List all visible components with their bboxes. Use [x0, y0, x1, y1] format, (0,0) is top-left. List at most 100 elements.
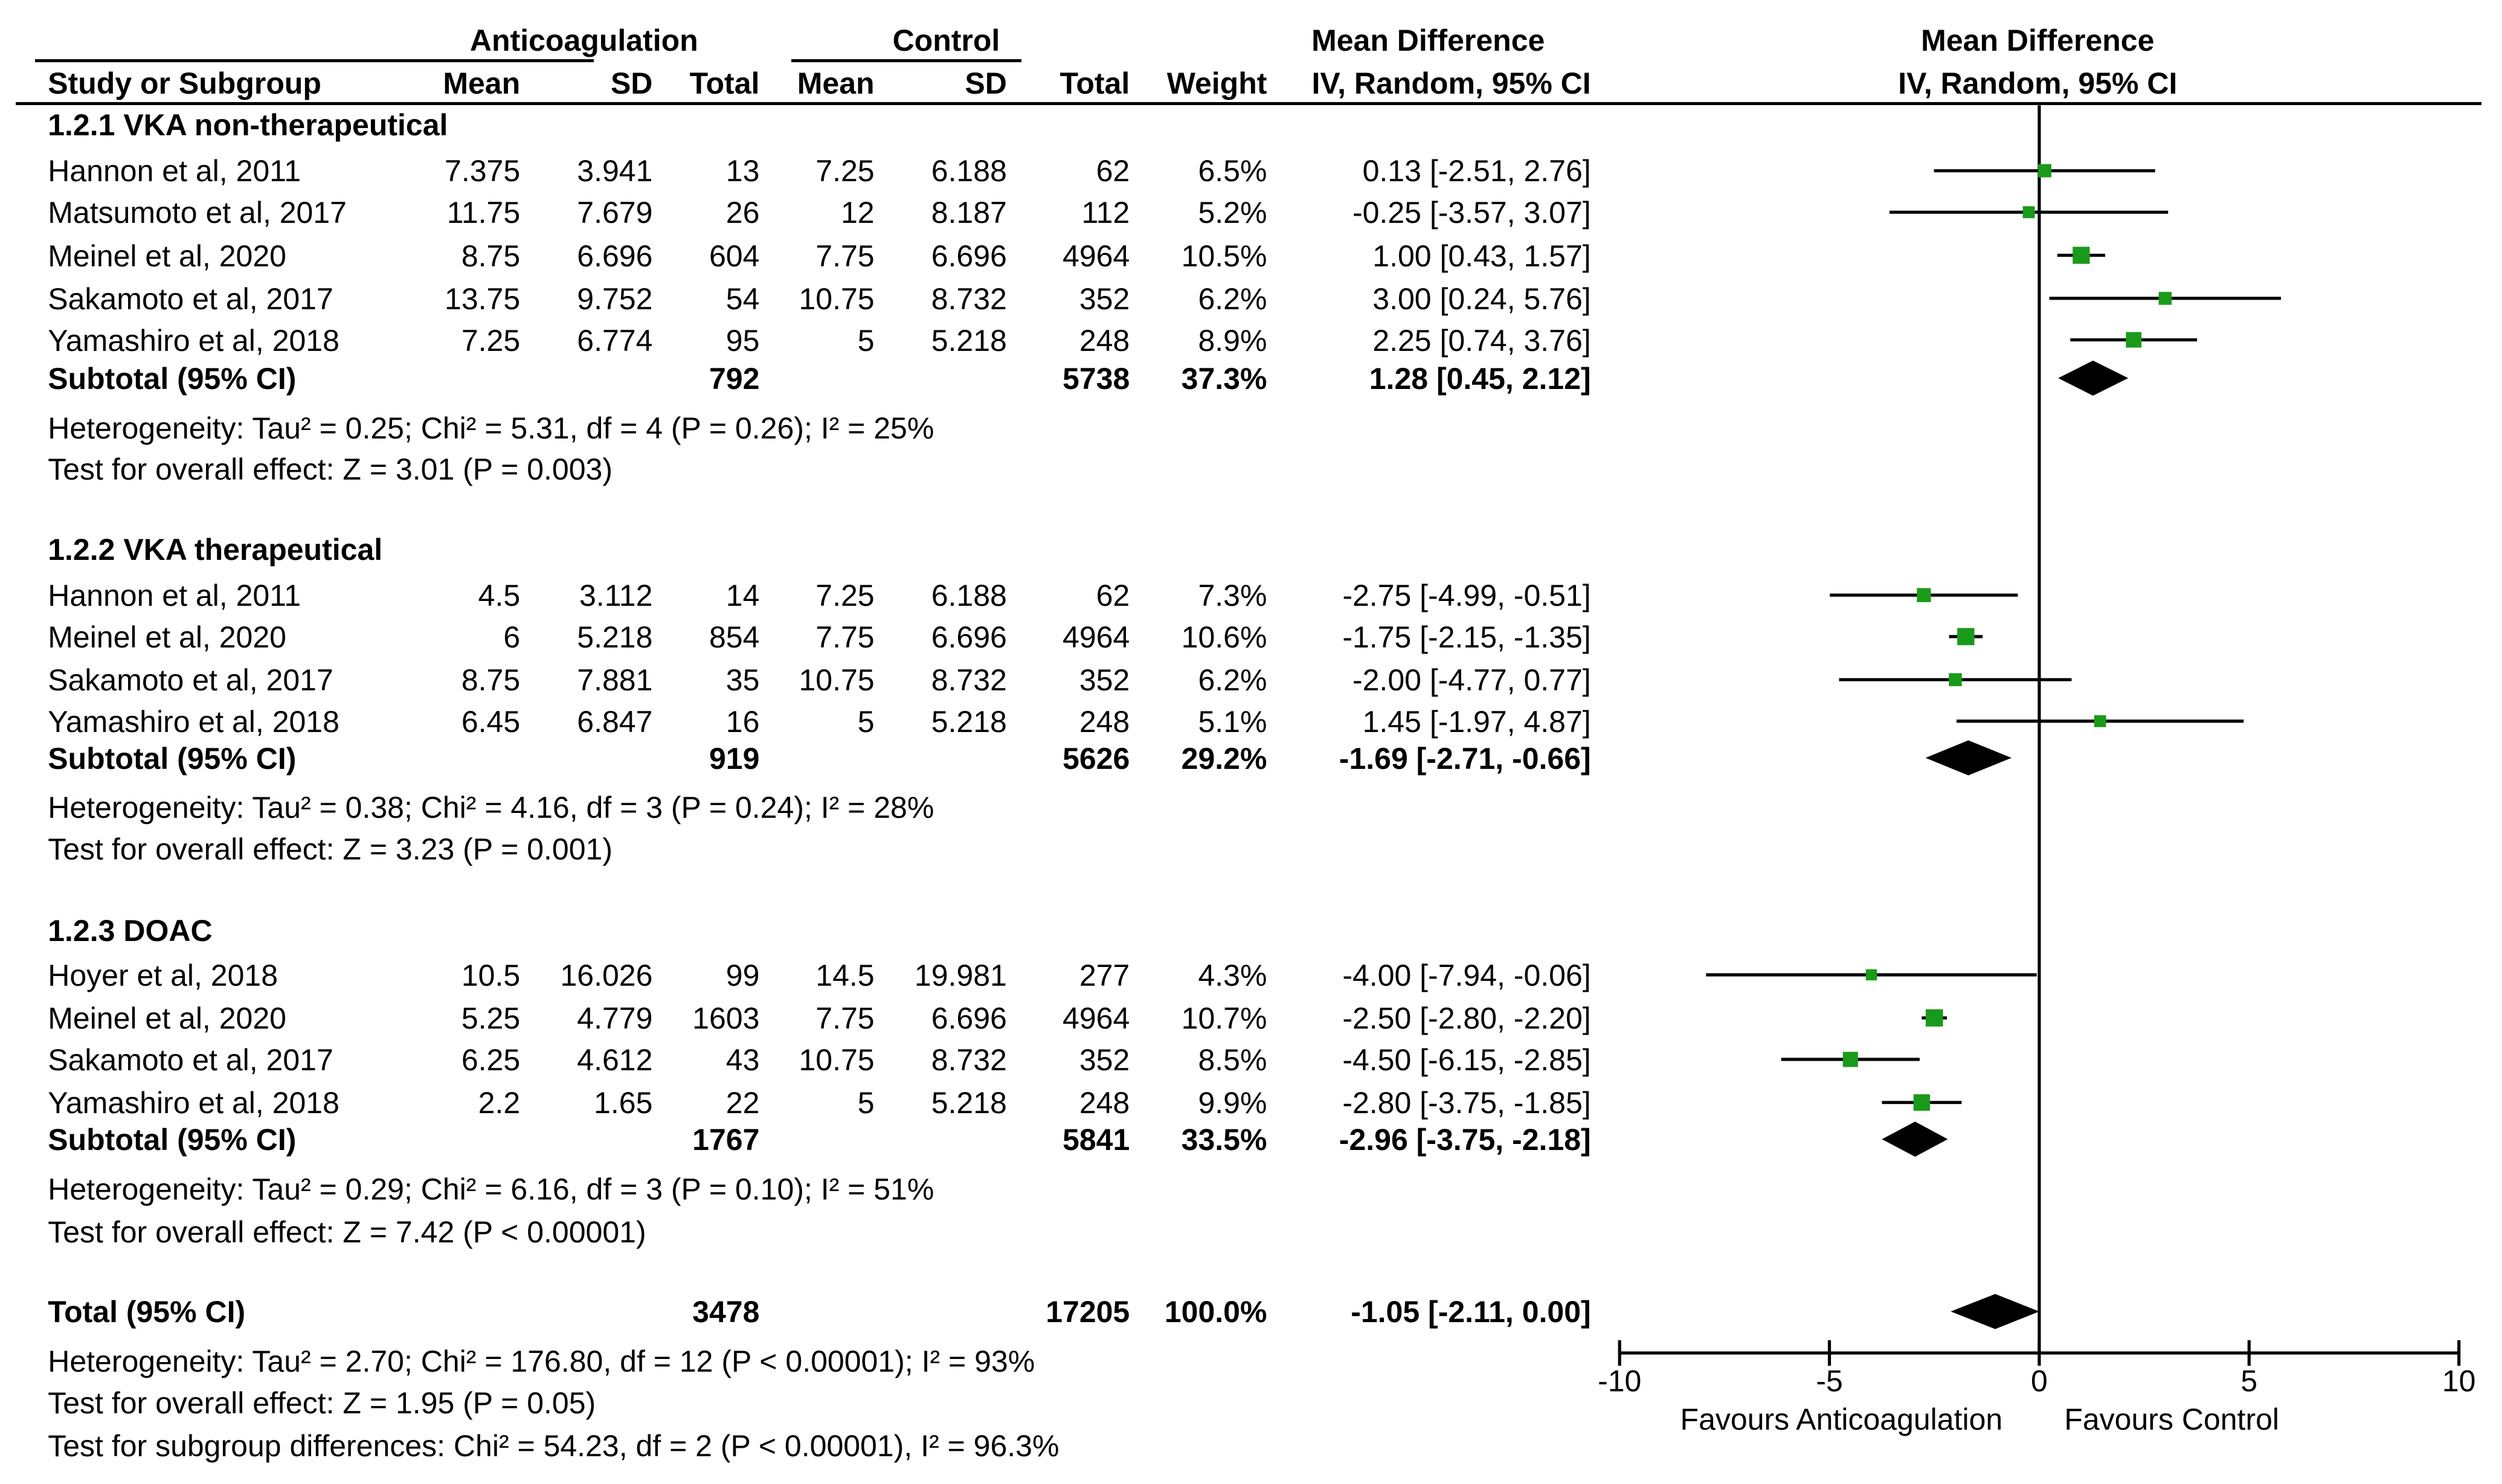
study-effect-square	[1913, 1094, 1931, 1111]
cell-mean2: 5	[857, 704, 875, 739]
cell-sd2: 6.696	[931, 239, 1007, 273]
cell-sd1: 7.881	[577, 663, 653, 698]
cell-mean1: 5.25	[461, 1001, 521, 1036]
cell-mean2: 10.75	[799, 1042, 875, 1077]
cell-ci: -2.00 [-4.77, 0.77]	[1352, 663, 1591, 698]
total-weight: 100.0%	[1164, 1295, 1267, 1329]
cell-total2: 248	[1079, 323, 1130, 358]
cell-mean1: 7.375	[445, 154, 521, 188]
cell-weight: 10.5%	[1181, 239, 1267, 273]
sd1-column-header: SD	[610, 66, 653, 101]
cell-weight: 8.5%	[1198, 1042, 1267, 1077]
total-total2: 17205	[1046, 1295, 1130, 1329]
cell-total1: 35	[725, 663, 760, 698]
cell-total1: 99	[725, 958, 760, 992]
group1-underline	[35, 59, 594, 62]
cell-sd1: 6.847	[577, 704, 653, 739]
subtotal-label: Subtotal (95% CI)	[48, 361, 297, 396]
cell-sd2: 5.218	[931, 704, 1007, 739]
cell-mean2: 7.75	[815, 239, 875, 273]
study-name: Sakamoto et al, 2017	[48, 663, 333, 698]
cell-weight: 10.6%	[1181, 620, 1267, 654]
weight-column-header: Weight	[1166, 66, 1267, 101]
cell-weight: 7.3%	[1198, 579, 1267, 613]
subtotal-weight: 37.3%	[1181, 361, 1267, 396]
cell-sd1: 6.774	[577, 323, 653, 358]
cell-mean1: 10.5	[461, 958, 521, 992]
plot-mean-difference-header: Mean Difference	[1921, 23, 2155, 57]
total-diamond	[1950, 1294, 2039, 1329]
cell-sd2: 5.218	[931, 1086, 1007, 1120]
study-name: Hoyer et al, 2018	[48, 958, 278, 992]
cell-weight: 6.2%	[1198, 281, 1267, 316]
study-effect-square	[2158, 292, 2172, 305]
study-name: Sakamoto et al, 2017	[48, 1042, 333, 1077]
study-name: Matsumoto et al, 2017	[48, 196, 347, 230]
cell-weight: 8.9%	[1198, 323, 1267, 358]
subtotal-total1: 1767	[692, 1122, 760, 1157]
study-effect-square	[1917, 588, 1931, 602]
cell-weight: 9.9%	[1198, 1086, 1267, 1120]
cell-total1: 1603	[692, 1001, 760, 1036]
study-name: Yamashiro et al, 2018	[48, 323, 339, 358]
cell-mean1: 6.45	[461, 704, 521, 739]
study-effect-square	[1949, 673, 1962, 687]
cell-mean2: 7.75	[815, 1001, 875, 1036]
subtotal-diamond	[2058, 360, 2129, 396]
cell-ci: 2.25 [0.74, 3.76]	[1372, 323, 1591, 358]
cell-mean1: 8.75	[461, 239, 521, 273]
cell-mean2: 7.75	[815, 620, 875, 654]
cell-total1: 604	[709, 239, 760, 273]
cell-total2: 4964	[1063, 1001, 1130, 1036]
cell-total1: 95	[725, 323, 760, 358]
subtotal-diamond	[1925, 740, 2012, 776]
cell-sd1: 1.65	[594, 1086, 653, 1120]
cell-ci: 0.13 [-2.51, 2.76]	[1362, 154, 1591, 188]
study-effect-square	[2073, 246, 2090, 264]
cell-ci: -2.80 [-3.75, -1.85]	[1342, 1086, 1591, 1120]
sd2-column-header: SD	[965, 66, 1007, 101]
subtotal-weight: 29.2%	[1181, 741, 1267, 776]
subtotal-total2: 5841	[1063, 1122, 1130, 1157]
favours-right-label: Favours Control	[2064, 1402, 2279, 1436]
cell-total2: 277	[1079, 958, 1130, 992]
anticoagulation-group-header: Anticoagulation	[469, 23, 698, 57]
cell-ci: -0.25 [-3.57, 3.07]	[1352, 196, 1591, 230]
study-effect-square	[1925, 1009, 1943, 1027]
cell-weight: 10.7%	[1181, 1001, 1267, 1036]
cell-mean1: 2.2	[478, 1086, 521, 1120]
study-name: Meinel et al, 2020	[48, 620, 286, 654]
total1-column-header: Total	[689, 66, 760, 101]
cell-ci: 1.45 [-1.97, 4.87]	[1362, 704, 1591, 739]
cell-weight: 4.3%	[1198, 958, 1267, 992]
subtotal-diamond	[1882, 1122, 1948, 1157]
heterogeneity-text: Heterogeneity: Tau² = 0.25; Chi² = 5.31,…	[48, 411, 934, 445]
cell-sd2: 8.732	[931, 663, 1007, 698]
mean2-column-header: Mean	[797, 66, 875, 101]
heterogeneity-text: Heterogeneity: Tau² = 0.29; Chi² = 6.16,…	[48, 1172, 934, 1206]
cell-sd2: 8.732	[931, 281, 1007, 316]
cell-mean1: 4.5	[478, 579, 521, 613]
study-name: Meinel et al, 2020	[48, 239, 286, 273]
cell-sd1: 5.218	[577, 620, 653, 654]
control-group-header: Control	[892, 23, 1000, 57]
cell-total1: 16	[725, 704, 760, 739]
cell-mean2: 5	[857, 323, 875, 358]
subtotal-total1: 792	[709, 361, 760, 396]
plot-ci-header: IV, Random, 95% CI	[1898, 66, 2178, 101]
cell-total2: 4964	[1063, 239, 1130, 273]
overall-effect-text: Test for overall effect: Z = 3.01 (P = 0…	[48, 452, 613, 487]
total-total1: 3478	[692, 1295, 760, 1329]
cell-weight: 5.2%	[1198, 196, 1267, 230]
cell-weight: 6.2%	[1198, 663, 1267, 698]
subtotal-weight: 33.5%	[1181, 1122, 1267, 1157]
cell-ci: -4.50 [-6.15, -2.85]	[1342, 1042, 1591, 1077]
study-effect-square	[1957, 628, 1975, 646]
cell-mean2: 7.25	[815, 579, 875, 613]
total2-column-header: Total	[1060, 66, 1130, 101]
cell-total2: 352	[1079, 663, 1130, 698]
cell-sd2: 5.218	[931, 323, 1007, 358]
cell-total2: 352	[1079, 281, 1130, 316]
